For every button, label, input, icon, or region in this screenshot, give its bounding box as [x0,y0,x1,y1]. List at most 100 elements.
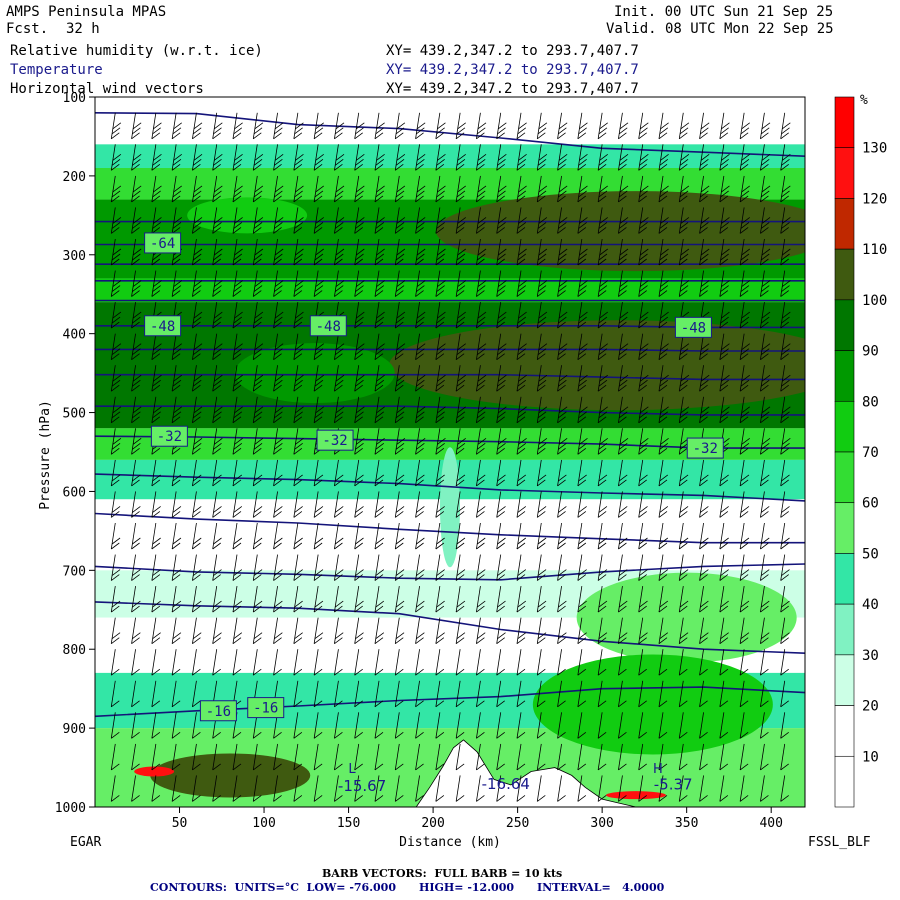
wind-barb [618,238,629,266]
wind-barb [354,743,363,771]
wind-barb [536,554,547,581]
wind-barb [678,743,688,771]
valid-time: Valid. 08 UTC Mon 22 Sep 25 [606,21,834,37]
wind-barb [760,554,770,581]
wind-barb [557,365,568,392]
wind-barb [516,270,527,297]
wind-barb [171,459,182,487]
wind-barb [171,775,181,802]
wind-barb [273,522,283,550]
wind-barb [780,365,791,392]
wind-barb [739,680,749,708]
wind-barb [496,617,506,644]
wind-barb [110,712,120,739]
wind-barb [597,428,608,455]
wind-barb [131,396,142,424]
wind-barb [597,491,608,518]
wind-barb [131,428,142,455]
wind-barb [658,775,668,802]
wind-barb [151,743,161,771]
wind-barb [334,112,345,140]
wind-barb [516,428,527,455]
wind-barb [171,333,182,360]
wind-barb [618,712,627,739]
svg-text:-48: -48 [316,319,341,335]
wind-barb [374,649,384,676]
wind-barb [577,238,588,266]
wind-barb [313,207,324,234]
contour-labels: -64 -48 -48 -48 -32 -32 -32 -16 -16 L-15.67 -16.64… [144,232,724,795]
wind-barb [618,270,629,297]
wind-barb [455,175,466,203]
wind-barb [374,428,385,455]
wind-barb [780,586,790,613]
wind-barb [334,617,344,644]
terrain-profile [348,739,637,807]
y-tick-label: 300 [63,249,86,264]
wind-barb [354,428,365,455]
wind-barb [212,238,223,266]
wind-barb [699,680,708,708]
x-tick-label: 200 [421,816,444,831]
wind-barb [131,365,142,392]
wind-barb [151,365,162,392]
wind-barb [597,743,607,771]
wind-barb [577,112,588,140]
wind-barb [192,238,203,266]
colorbar-segment [834,350,855,402]
wind-barb [577,680,587,708]
wind-barb [658,175,669,203]
wind-barb [252,333,264,360]
contour-label: -32 [686,437,724,459]
colorbar-label: 80 [862,394,879,410]
wind-barb [374,238,385,266]
wind-barb [536,207,548,234]
wind-barb [760,333,771,360]
wind-barb [597,522,608,550]
extremum-label: L [348,762,356,777]
wind-barb [313,743,323,771]
temp-contour [95,563,805,581]
wind-barb [597,333,608,360]
colorbar-label: 90 [862,344,879,360]
wind-barb [577,586,587,613]
wind-barb [496,302,507,329]
wind-barb [780,775,789,802]
wind-barb [536,144,548,171]
wind-barb [577,649,587,676]
rh-band [95,97,805,145]
wind-barb [618,333,629,360]
wind-barb [131,554,141,581]
wind-barb [455,586,466,613]
wind-barb [577,207,588,234]
wind-barb [212,333,223,360]
field-wind-xy: XY= 439.2,347.2 to 293.7,407.7 [386,81,639,97]
wind-barb [313,712,323,739]
wind-barb [415,144,426,171]
wind-barb [597,365,608,392]
wind-barb [192,207,203,234]
wind-barb [273,112,284,140]
wind-barb [658,365,669,392]
wind-barb [476,365,487,392]
colorbar: 10 20 30 40 50 60 70 80 90 100 110 120 130 [834,96,887,808]
wind-barb [252,112,264,140]
wind-barb [394,302,406,329]
wind-barb [232,522,243,550]
wind-barb [374,617,385,644]
wind-barb [577,302,588,329]
wind-barb [110,743,120,771]
wind-barb [273,491,283,518]
wind-barb [374,554,385,581]
wind-barb [536,491,547,518]
wind-barb [455,743,465,771]
wind-barb [699,175,710,203]
y-axis-label: Pressure (hPa) [38,400,53,510]
wind-barb [618,649,627,676]
wind-barb [435,586,445,613]
wind-barb [658,396,669,424]
wind-barb [192,302,203,329]
wind-barb [476,144,487,171]
wind-barb [638,743,647,771]
wind-barb [618,554,628,581]
